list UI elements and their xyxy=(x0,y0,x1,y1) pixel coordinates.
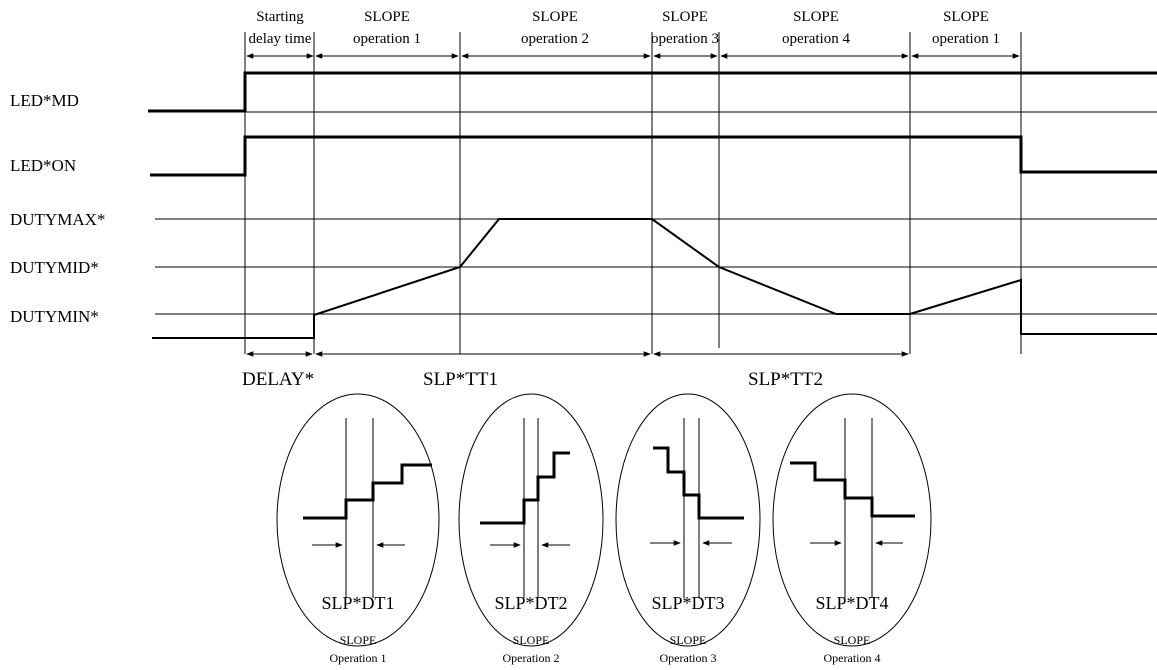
inset-step-waveform xyxy=(303,465,432,518)
phase-label-delay-line1: Starting xyxy=(256,9,304,25)
phase-label-slope2-line1: SLOPE xyxy=(532,9,578,25)
inset-caption-line1: SLOPE xyxy=(670,633,707,647)
inset-step-waveform xyxy=(480,453,570,523)
inset-step-waveform xyxy=(790,463,915,516)
inset-dt-label: SLP*DT1 xyxy=(321,593,394,613)
signal-labels: LED*MD LED*ON DUTYMAX* DUTYMID* DUTYMIN* xyxy=(10,91,105,326)
inset-dt-label: SLP*DT4 xyxy=(815,593,888,613)
phase-label-slope3-line2: operation 3 xyxy=(651,31,719,47)
signal-label-dutymax: DUTYMAX* xyxy=(10,210,105,229)
phase-label-delay-line2: delay time xyxy=(249,31,312,47)
signal-label-dutymid: DUTYMID* xyxy=(10,258,99,277)
signal-label-led-md: LED*MD xyxy=(10,91,79,110)
inset-caption-line2: Operation 3 xyxy=(660,651,717,665)
inset-caption-line2: Operation 2 xyxy=(503,651,560,665)
inset-caption-line1: SLOPE xyxy=(834,633,871,647)
inset-caption-line1: SLOPE xyxy=(340,633,377,647)
inset-caption-line2: Operation 4 xyxy=(824,651,881,665)
phase-label-slope1b-line1: SLOPE xyxy=(943,9,989,25)
phase-label-slope2-line2: operation 2 xyxy=(521,31,589,47)
inset-slope-operation-3: SLP*DT3 SLOPE Operation 3 xyxy=(616,394,760,665)
phase-label-slope4-line1: SLOPE xyxy=(793,9,839,25)
led-on-waveform xyxy=(150,137,1157,175)
delay-label: DELAY* xyxy=(242,369,314,390)
phase-label-slope1-line1: SLOPE xyxy=(364,9,410,25)
duty-waveform xyxy=(152,219,1157,338)
inset-dt-label: SLP*DT2 xyxy=(494,593,567,613)
inset-slope-operation-4: SLP*DT4 SLOPE Operation 4 xyxy=(773,394,931,665)
phase-label-slope3-line1: SLOPE xyxy=(662,9,708,25)
inset-dt-label: SLP*DT3 xyxy=(651,593,724,613)
slp-tt2-label: SLP*TT2 xyxy=(748,369,823,390)
inset-slope-operation-1: SLP*DT1 SLOPE Operation 1 xyxy=(277,394,439,665)
inset-caption-line1: SLOPE xyxy=(513,633,550,647)
signal-label-led-on: LED*ON xyxy=(10,156,76,175)
phase-label-slope4-line2: operation 4 xyxy=(782,31,850,47)
time-markers xyxy=(245,32,1021,354)
phase-label-slope1b-line2: operation 1 xyxy=(932,31,1000,47)
signal-label-dutymin: DUTYMIN* xyxy=(10,307,99,326)
inset-slope-operation-2: SLP*DT2 SLOPE Operation 2 xyxy=(459,394,603,665)
inset-caption-line2: Operation 1 xyxy=(330,651,387,665)
slp-tt1-label: SLP*TT1 xyxy=(423,369,498,390)
phase-label-slope1-line2: operation 1 xyxy=(353,31,421,47)
duration-arrows: DELAY* SLP*TT1 SLP*TT2 xyxy=(242,354,908,390)
phase-header: Starting delay time SLOPE operation 1 SL… xyxy=(249,9,1000,47)
